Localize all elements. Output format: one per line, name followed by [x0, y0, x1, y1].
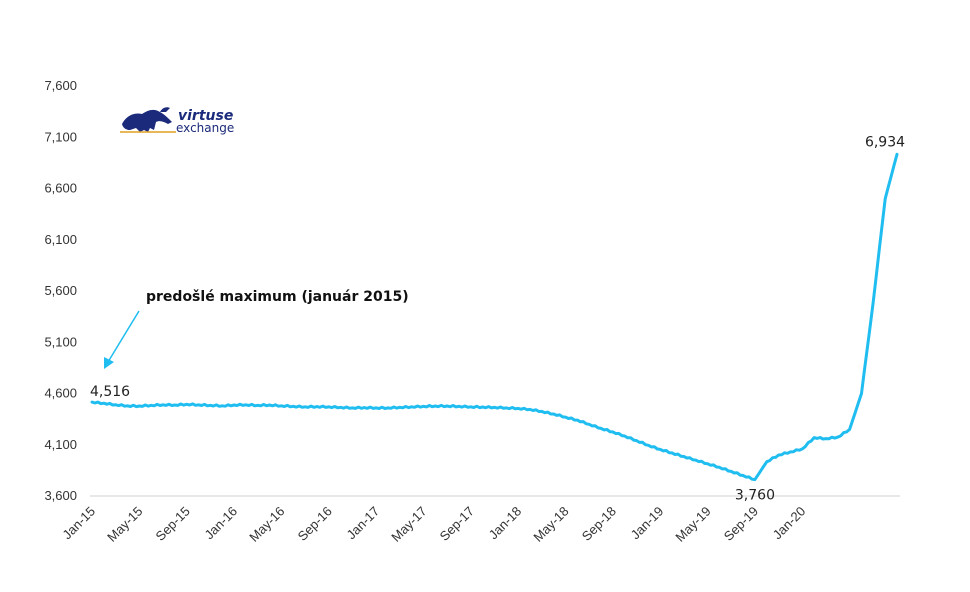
y-tick-label: 6,600 — [44, 181, 77, 196]
data-label: 6,934 — [865, 134, 905, 150]
x-tick-label: May-18 — [530, 504, 571, 545]
x-tick-label: May-15 — [104, 504, 145, 545]
bull-icon — [120, 107, 176, 133]
y-tick-label: 4,600 — [44, 386, 77, 401]
y-tick-label: 7,100 — [44, 129, 77, 144]
virtuse-exchange-logo: virtuse exchange — [120, 107, 234, 135]
data-label: 3,760 — [735, 488, 775, 504]
y-tick-label: 7,600 — [44, 78, 77, 93]
x-tick-label: Sep-17 — [437, 504, 477, 544]
x-tick-label: Jan-16 — [201, 504, 240, 543]
logo-line2: exchange — [176, 121, 234, 135]
annotation-arrowhead-icon — [104, 357, 114, 369]
x-tick-label: May-17 — [388, 504, 429, 545]
y-tick-label: 5,600 — [44, 283, 77, 298]
x-tick-label: Jan-17 — [344, 504, 383, 543]
x-tick-label: Jan-19 — [628, 504, 667, 543]
y-tick-label: 3,600 — [44, 488, 77, 503]
data-labels: 4,516 3,760 6,934 — [90, 134, 905, 503]
x-axis-ticks: Jan-15 May-15 Sep-15 Jan-16 May-16 Sep-16 Jan-… — [59, 504, 808, 545]
annotation-arrow-shaft — [107, 310, 140, 363]
y-tick-label: 5,100 — [44, 334, 77, 349]
y-axis-ticks: 3,600 4,100 4,600 5,100 5,600 6,100 6,600 7,100… — [44, 78, 77, 503]
annotation-text: predošlé maximum (január 2015) — [146, 289, 409, 305]
x-tick-label: Sep-16 — [295, 504, 335, 544]
x-tick-label: Sep-18 — [579, 504, 619, 544]
x-tick-label: Jan-15 — [59, 504, 98, 543]
y-tick-label: 4,100 — [44, 437, 77, 452]
y-tick-label: 6,100 — [44, 232, 77, 247]
series-line — [90, 152, 899, 482]
x-tick-label: Jan-20 — [770, 504, 809, 543]
x-tick-label: Sep-15 — [153, 504, 193, 544]
data-label: 4,516 — [90, 384, 130, 400]
x-tick-label: Sep-19 — [721, 504, 761, 544]
annotation: predošlé maximum (január 2015) — [104, 289, 409, 369]
logo-line1: virtuse — [178, 108, 233, 124]
x-tick-label: Jan-18 — [486, 504, 525, 543]
x-tick-label: May-19 — [672, 504, 713, 545]
x-tick-label: May-16 — [246, 504, 287, 545]
